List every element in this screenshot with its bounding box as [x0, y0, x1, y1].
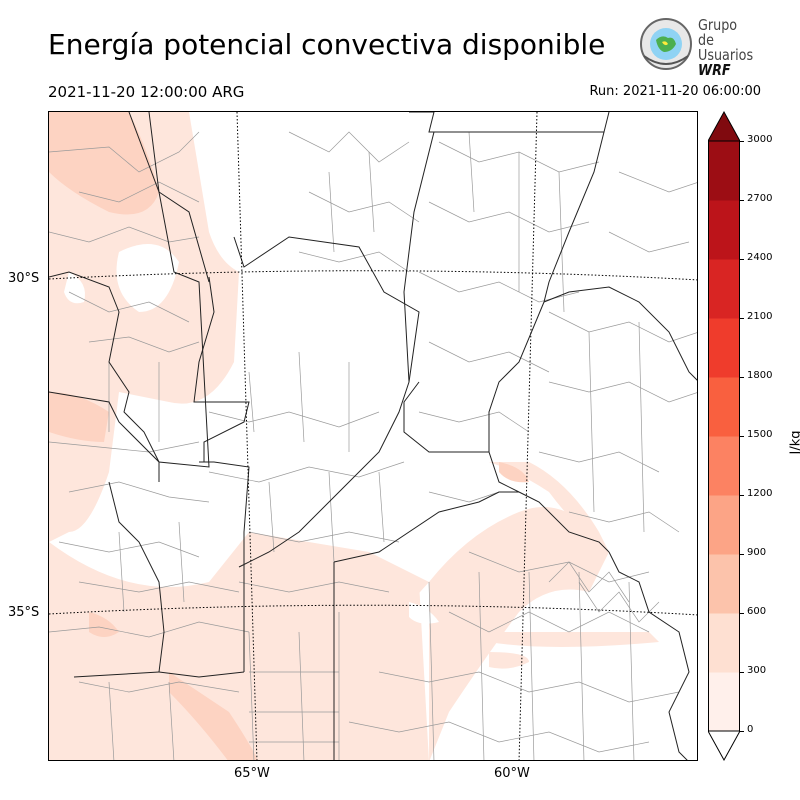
colorbar-extend-low: [708, 730, 740, 761]
department-boundaries: [49, 131, 697, 760]
cape-shading-dark: [49, 112, 529, 760]
colorbar-tick-mark: [740, 436, 744, 437]
colorbar-tick-mark: [740, 554, 744, 555]
colorbar-bin: [708, 613, 740, 673]
colorbar-bin: [708, 672, 740, 732]
logo-line-3: WRF: [698, 61, 731, 79]
colorbar-bin: [708, 377, 740, 437]
colorbar-bin: [708, 495, 740, 555]
colorbar: [708, 111, 740, 761]
colorbar-tick-mark: [740, 377, 744, 378]
lat-label-30s: 30°S: [8, 271, 40, 286]
colorbar-tick-label: 300: [747, 665, 767, 676]
lon-label-65w: 65°W: [234, 766, 270, 781]
shading-gaps: [64, 244, 439, 624]
run-time: Run: 2021-11-20 06:00:00: [589, 84, 761, 99]
logo-line-2: Usuarios: [698, 46, 754, 64]
lat-label-35s: 35°S: [8, 605, 40, 620]
colorbar-bin: [708, 141, 740, 201]
map-panel[interactable]: [48, 111, 698, 761]
colorbar-tick-label: 900: [747, 547, 767, 558]
colorbar-outline: [708, 140, 740, 732]
colorbar-bin: [708, 318, 740, 378]
colorbar-extend-high: [708, 111, 740, 142]
logo: Grupo de Usuarios WRF: [638, 16, 760, 78]
colorbar-tick-mark: [740, 259, 744, 260]
colorbar-tick-label: 1800: [747, 370, 773, 381]
colorbar-bin: [708, 554, 740, 614]
globe-logo-icon: [640, 18, 692, 70]
colorbar-tick-mark: [740, 141, 744, 142]
map-svg: [49, 112, 697, 760]
valid-time: 2021-11-20 12:00:00 ARG: [48, 83, 245, 101]
colorbar-tick-label: 600: [747, 606, 767, 617]
graticule: [49, 112, 697, 760]
logo-line-1: Grupo de: [698, 16, 738, 49]
lon-label-60w: 60°W: [494, 766, 530, 781]
colorbar-tick-mark: [740, 200, 744, 201]
colorbar-bin: [708, 436, 740, 496]
colorbar-unit-label: J/kg: [788, 430, 800, 455]
colorbar-tick-label: 1500: [747, 429, 773, 440]
colorbar-tick-mark: [740, 731, 744, 732]
colorbar-tick-label: 2400: [747, 252, 773, 263]
province-boundaries: [49, 112, 697, 760]
colorbar-tick-label: 2700: [747, 193, 773, 204]
colorbar-tick-label: 2100: [747, 311, 773, 322]
colorbar-tick-mark: [740, 318, 744, 319]
colorbar-tick-label: 3000: [747, 134, 773, 145]
colorbar-tick-mark: [740, 613, 744, 614]
colorbar-tick-label: 1200: [747, 488, 773, 499]
colorbar-tick-label: 0: [747, 724, 754, 735]
colorbar-bin: [708, 259, 740, 319]
colorbar-tick-mark: [740, 495, 744, 496]
page-title: Energía potencial convectiva disponible: [48, 28, 606, 61]
colorbar-tick-mark: [740, 672, 744, 673]
colorbar-bin: [708, 200, 740, 260]
